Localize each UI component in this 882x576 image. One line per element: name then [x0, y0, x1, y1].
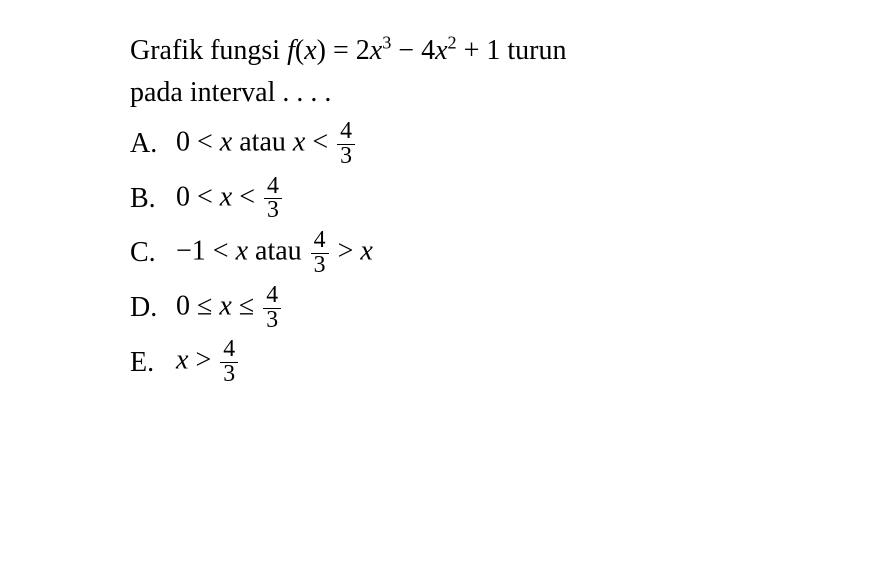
q-suffix1: turun: [500, 35, 566, 66]
d-p2: ≤: [232, 291, 261, 322]
e-frac: 43: [220, 338, 238, 387]
question-text: Grafik fungsi f(x) = 2x3 − 4x2 + 1 turun…: [130, 30, 782, 114]
option-d: D. 0 ≤ x ≤ 43: [130, 284, 782, 333]
b-frac: 43: [264, 175, 282, 224]
q-const: 1: [486, 35, 500, 66]
option-c: C. −1 < x atau 43 > x: [130, 229, 782, 278]
c-p2: >: [331, 236, 361, 267]
q-var1: x: [370, 35, 382, 66]
math-problem: Grafik fungsi f(x) = 2x3 − 4x2 + 1 turun…: [0, 0, 882, 423]
q-paren-close: ): [317, 35, 326, 66]
q-op1: −: [391, 35, 421, 66]
q-paren-open: (: [295, 35, 304, 66]
q-prefix: Grafik fungsi: [130, 35, 287, 66]
c-var1: x: [236, 236, 248, 267]
b-var1: x: [220, 181, 232, 212]
d-p1: 0 ≤: [176, 291, 219, 322]
q-exp2: 2: [448, 33, 457, 53]
option-b: B. 0 < x < 43: [130, 175, 782, 224]
a-frac-den: 3: [337, 145, 355, 169]
q-op2: +: [457, 35, 487, 66]
a-var1: x: [220, 127, 232, 158]
option-a-label: A.: [130, 123, 176, 165]
b-frac-den: 3: [264, 199, 282, 223]
a-mid: atau: [232, 127, 293, 158]
option-a-body: 0 < x atau x < 43: [176, 120, 782, 169]
c-frac-num: 4: [311, 229, 329, 254]
q-exp1: 3: [382, 33, 391, 53]
option-c-label: C.: [130, 232, 176, 274]
e-frac-den: 3: [220, 363, 238, 387]
c-p1: −1 <: [176, 236, 236, 267]
e-var1: x: [176, 345, 188, 376]
b-p2: <: [232, 181, 262, 212]
a-p2: <: [305, 127, 335, 158]
b-frac-num: 4: [264, 175, 282, 200]
question-line-2: pada interval . . . .: [130, 77, 331, 108]
option-b-body: 0 < x < 43: [176, 175, 782, 224]
option-c-body: −1 < x atau 43 > x: [176, 229, 782, 278]
q-func-f: f: [287, 35, 295, 66]
q-coef1: 2: [356, 35, 370, 66]
option-b-label: B.: [130, 178, 176, 220]
a-p1: 0 <: [176, 127, 220, 158]
option-e: E. x > 43: [130, 338, 782, 387]
e-frac-num: 4: [220, 338, 238, 363]
a-frac: 43: [337, 120, 355, 169]
d-frac: 43: [263, 284, 281, 333]
q-var2: x: [435, 35, 447, 66]
option-d-body: 0 ≤ x ≤ 43: [176, 284, 782, 333]
a-frac-num: 4: [337, 120, 355, 145]
q-coef2: 4: [421, 35, 435, 66]
q-eq: =: [326, 35, 356, 66]
b-p1: 0 <: [176, 181, 220, 212]
question-line-1: Grafik fungsi f(x) = 2x3 − 4x2 + 1 turun: [130, 35, 567, 66]
answer-options: A. 0 < x atau x < 43 B. 0 < x < 43 C. −1…: [130, 120, 782, 387]
d-var1: x: [219, 291, 231, 322]
c-frac-den: 3: [311, 254, 329, 278]
c-mid: atau: [248, 236, 309, 267]
option-e-label: E.: [130, 342, 176, 384]
option-d-label: D.: [130, 287, 176, 329]
e-p1: >: [188, 345, 218, 376]
c-var2: x: [360, 236, 372, 267]
c-frac: 43: [311, 229, 329, 278]
option-e-body: x > 43: [176, 338, 782, 387]
d-frac-num: 4: [263, 284, 281, 309]
a-var2: x: [293, 127, 305, 158]
option-a: A. 0 < x atau x < 43: [130, 120, 782, 169]
d-frac-den: 3: [263, 309, 281, 333]
q-func-arg: x: [304, 35, 316, 66]
